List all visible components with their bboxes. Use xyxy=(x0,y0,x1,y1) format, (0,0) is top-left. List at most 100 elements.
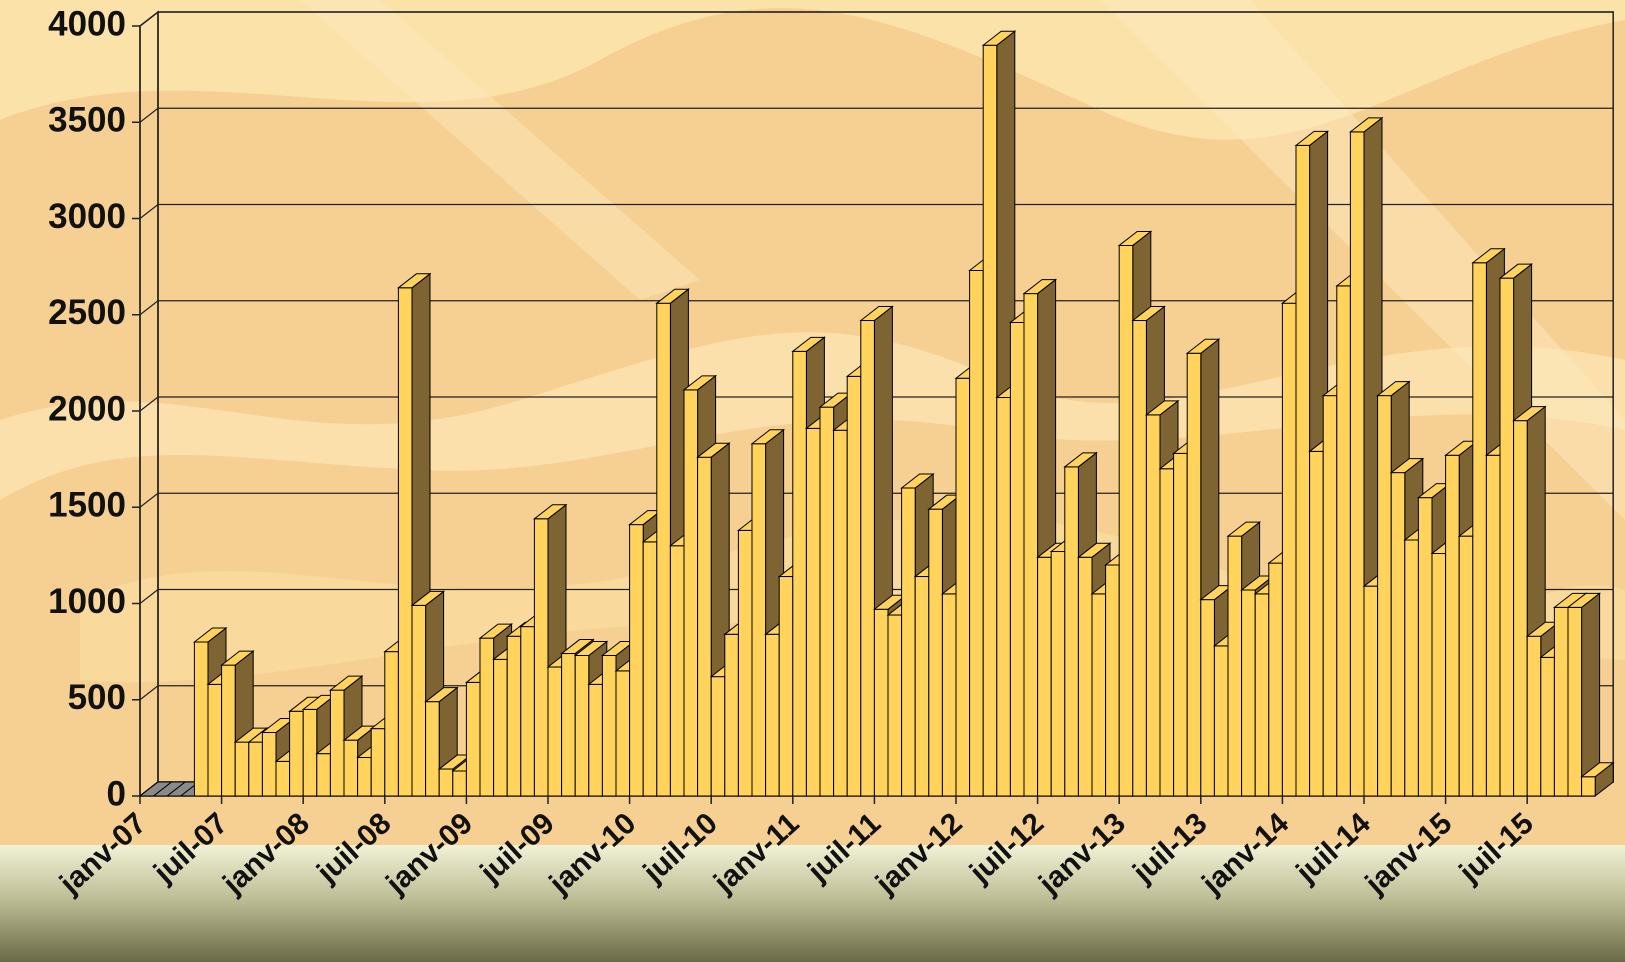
bar-front xyxy=(221,664,236,797)
bar-front xyxy=(887,614,903,797)
bar-front xyxy=(1050,551,1066,797)
bar-top xyxy=(532,504,568,520)
bar-front xyxy=(1472,262,1487,797)
bar-front xyxy=(289,710,304,797)
bar-front xyxy=(384,651,399,797)
bar-front xyxy=(860,320,875,797)
bar-front xyxy=(642,541,658,797)
bar-front xyxy=(765,633,780,797)
bar-front xyxy=(615,670,631,797)
bar-front xyxy=(1105,564,1120,797)
bar-top xyxy=(682,375,718,391)
bar-front xyxy=(397,287,413,797)
bar-top xyxy=(981,30,1017,46)
bar-front xyxy=(1390,472,1406,797)
bar-front xyxy=(1458,535,1474,797)
bar-top xyxy=(396,273,432,289)
bar-front xyxy=(1118,244,1134,797)
grid-line xyxy=(139,589,159,604)
bar-front xyxy=(1417,497,1433,797)
bar-top xyxy=(750,429,786,445)
bar-front xyxy=(1173,452,1188,797)
bar-front xyxy=(792,350,807,797)
bar-top xyxy=(1566,592,1602,608)
bar-front xyxy=(1009,321,1025,797)
y-tick-label: 3500 xyxy=(48,101,126,140)
bar-front xyxy=(1132,320,1147,797)
bar-front xyxy=(1309,450,1324,797)
bar-front xyxy=(710,676,726,797)
y-tick-label: 3000 xyxy=(48,197,126,236)
bar-front xyxy=(561,653,576,797)
bar-front xyxy=(1281,302,1297,797)
bar-top xyxy=(859,306,894,322)
bar-front xyxy=(248,741,263,797)
bar-top xyxy=(573,640,609,656)
bar-front xyxy=(1200,599,1215,797)
bar-front xyxy=(941,593,957,797)
bar-front xyxy=(302,708,318,797)
bar-top xyxy=(192,627,228,643)
y-tick-label: 1500 xyxy=(48,486,126,525)
bar-front xyxy=(1404,539,1419,797)
y-tick-label: 4000 xyxy=(48,4,126,43)
bar-front xyxy=(234,741,250,797)
bar-front xyxy=(1145,414,1161,797)
bar-top xyxy=(900,473,935,489)
bar-front xyxy=(751,443,767,797)
bar-front xyxy=(520,626,535,797)
bar-front xyxy=(629,524,644,797)
bar-front xyxy=(737,529,753,797)
bar-front xyxy=(982,44,998,797)
bar-front xyxy=(1431,552,1447,797)
y-tick-label: 0 xyxy=(107,774,126,813)
bar-top xyxy=(478,623,514,639)
bar-top xyxy=(220,650,255,666)
bar-top xyxy=(1471,248,1506,264)
bar-front xyxy=(928,508,943,797)
y-tick-label: 2500 xyxy=(48,293,126,332)
bar-top xyxy=(1185,338,1221,354)
bar-top xyxy=(424,687,459,703)
bar-front xyxy=(588,683,603,797)
bar-front xyxy=(1445,454,1460,797)
bar-front xyxy=(1064,466,1079,797)
bar-front xyxy=(1037,556,1052,797)
grid-line xyxy=(139,107,159,123)
bar-front xyxy=(697,456,712,797)
bar-front xyxy=(1363,585,1379,797)
bar-front xyxy=(1186,352,1202,797)
bar-front xyxy=(1077,556,1093,797)
bar-front xyxy=(669,545,685,797)
bar-top xyxy=(1294,130,1330,146)
bar-front xyxy=(275,760,291,797)
bar-front xyxy=(1499,277,1515,797)
bar-front xyxy=(901,487,916,797)
grid-line xyxy=(139,492,159,508)
bar-front xyxy=(438,768,454,797)
bar-top xyxy=(1022,279,1058,295)
bar-front xyxy=(873,608,889,797)
bar-front xyxy=(1581,776,1596,797)
bar-front xyxy=(683,389,699,797)
bar-front xyxy=(1349,131,1365,797)
grid-line xyxy=(139,11,159,27)
bar-front xyxy=(1485,454,1501,797)
bar-front xyxy=(805,427,821,797)
bar-top xyxy=(1063,452,1098,468)
bar-front xyxy=(1295,144,1311,797)
bar-front xyxy=(724,633,739,797)
bar-front xyxy=(833,429,848,797)
bar-top xyxy=(1512,406,1547,422)
bar-top xyxy=(560,639,595,655)
bar-front xyxy=(1159,468,1175,797)
bar-front xyxy=(778,576,794,797)
bar-front xyxy=(357,757,372,797)
bar-top xyxy=(1076,542,1112,558)
bar-top xyxy=(1131,306,1166,322)
grid-line xyxy=(139,204,159,219)
bar-front xyxy=(1213,645,1229,797)
bar-front xyxy=(329,689,345,797)
bar-front xyxy=(370,728,386,797)
